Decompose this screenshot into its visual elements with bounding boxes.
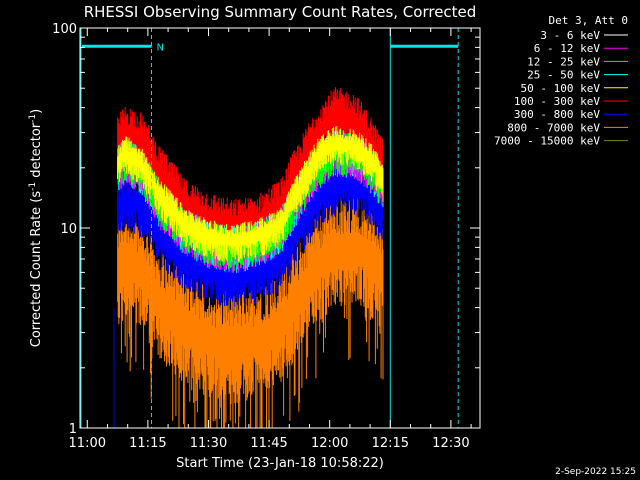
legend-label: 3 - 6 keV (540, 29, 600, 42)
legend-label: 7000 - 15000 keV (494, 135, 600, 148)
footer-date: 2-Sep-2022 15:25 (555, 467, 636, 477)
x-tick-label: 11:15 (129, 436, 166, 451)
legend-label: 300 - 800 keV (514, 108, 600, 121)
y-tick-label: 1 (69, 422, 77, 437)
y-tick-label: 10 (60, 222, 77, 237)
x-tick-label: 11:30 (190, 436, 227, 451)
x-axis-label: Start Time (23-Jan-18 10:58:22) (176, 456, 384, 471)
legend-label: 800 - 7000 keV (507, 121, 600, 134)
axis-ticks: 11:00 11:15 11:30 11:45 12:00 12:15 12:30 1 10 10… (52, 22, 480, 451)
x-tick-label: 12:15 (372, 436, 409, 451)
series-800-7000-kev (117, 194, 384, 428)
y-axis-label: Corrected Count Rate (s-1 detector-1) (28, 109, 44, 347)
legend-label: 25 - 50 keV (527, 69, 600, 82)
y-tick-label: 100 (52, 22, 77, 37)
legend-label: 100 - 300 keV (514, 95, 600, 108)
series-300-800-kev (117, 157, 384, 307)
series-50-100-kev (117, 126, 384, 262)
legend-header: Det 3, Att 0 (549, 14, 628, 27)
legend-label: 50 - 100 keV (521, 82, 601, 95)
x-tick-label: 12:30 (432, 436, 469, 451)
x-tick-label: 11:00 (69, 436, 106, 451)
legend-label: 12 - 25 keV (527, 55, 600, 68)
night-label: N (157, 42, 164, 53)
legend-label: 6 - 12 keV (534, 42, 601, 55)
x-tick-label: 11:45 (250, 436, 287, 451)
chart-title: RHESSI Observing Summary Count Rates, Co… (84, 3, 477, 21)
x-tick-label: 12:00 (311, 436, 348, 451)
